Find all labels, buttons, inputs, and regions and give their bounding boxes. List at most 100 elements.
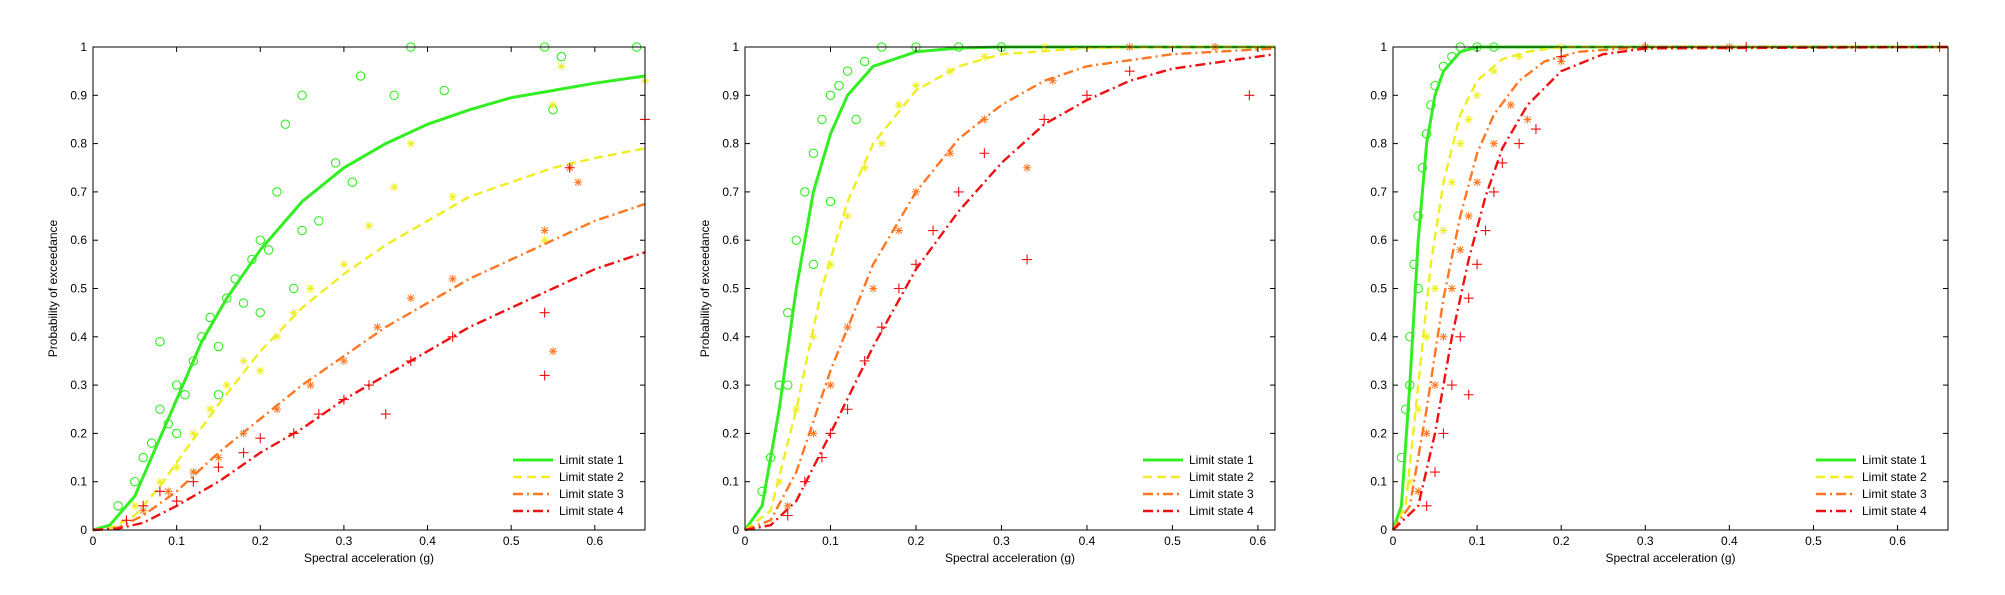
data-point	[171, 496, 182, 507]
chart-panel-1: 0 0.1 0.2 0.3 0.4 0.5 0.6 0 0.1 0.2 0.3 0.4 0.5 0.6 0.…	[46, 40, 650, 565]
legend-label-3: Limit state 3	[1189, 487, 1254, 501]
y-tick-label: 0.8	[70, 137, 87, 151]
x-tick-label: 0	[90, 534, 97, 548]
legend-label-4: Limit state 4	[1189, 504, 1254, 518]
chart-panel-2: 0 0.1 0.2 0.3 0.4 0.5 0.6 0 0.1 0.2 0.3 0.4 0.5 0.6 0.…	[698, 40, 1276, 565]
y-tick-label: 0.8	[1370, 137, 1387, 151]
data-point	[540, 226, 549, 235]
y-tick-label: 0.3	[1370, 378, 1387, 392]
y-tick-label: 1	[1380, 40, 1387, 54]
data-point	[783, 501, 792, 510]
series-2-curve	[1391, 45, 1948, 531]
data-point	[373, 323, 382, 332]
data-point	[138, 452, 148, 463]
y-tick-label: 0	[732, 523, 739, 537]
data-point	[539, 307, 550, 318]
x-axis-label: Spectral acceleration (g)	[1605, 551, 1735, 565]
data-point	[1514, 138, 1525, 149]
data-point	[809, 332, 818, 341]
y-tick-label: 1	[80, 40, 87, 54]
data-point	[791, 235, 802, 245]
data-point	[239, 356, 248, 365]
data-point	[1048, 76, 1057, 85]
y-tick-label: 0.6	[1370, 233, 1387, 247]
data-point	[154, 486, 165, 497]
series-1-curve	[92, 74, 646, 532]
data-point	[1497, 157, 1508, 168]
data-point	[1473, 91, 1482, 100]
data-point	[946, 149, 955, 158]
data-point	[1447, 178, 1456, 187]
data-point	[869, 284, 878, 293]
data-point	[1464, 115, 1473, 124]
x-tick-label: 0.6	[1889, 534, 1906, 548]
data-point	[306, 284, 315, 293]
series-2-curve	[92, 147, 646, 532]
data-point	[1455, 331, 1466, 342]
data-point	[557, 62, 566, 71]
x-tick-label: 0.1	[1469, 534, 1486, 548]
data-point	[1456, 139, 1465, 148]
data-point	[574, 178, 583, 187]
x-tick-label: 0.6	[1250, 534, 1267, 548]
y-tick-label: 0.9	[1370, 88, 1387, 102]
x-tick-label: 0	[1390, 534, 1397, 548]
data-point	[255, 433, 266, 444]
data-point	[355, 71, 366, 81]
data-point	[238, 447, 249, 458]
data-point	[1463, 293, 1474, 304]
legend: Limit state 1 Limit state 2 Limit state 3 L…	[1810, 448, 1940, 522]
y-tick-label: 0.6	[70, 233, 87, 247]
y-tick-label: 0.4	[722, 330, 739, 344]
legend-label-2: Limit state 2	[559, 470, 624, 484]
x-tick-label: 0	[742, 534, 749, 548]
data-point	[146, 438, 157, 448]
y-tick-label: 0.7	[1370, 185, 1387, 199]
data-point	[859, 56, 870, 67]
data-point	[1556, 51, 1567, 62]
data-point	[330, 158, 341, 168]
data-point	[1439, 226, 1448, 235]
series-3-curve	[92, 202, 646, 532]
legend-label-2: Limit state 2	[1862, 470, 1927, 484]
data-point	[222, 381, 231, 390]
data-point	[1447, 284, 1456, 293]
data-point	[1414, 405, 1423, 414]
data-point	[289, 308, 298, 317]
data-point	[273, 332, 281, 341]
data-point	[130, 476, 140, 487]
data-point	[825, 196, 836, 207]
data-point	[297, 90, 307, 101]
data-point	[339, 356, 348, 365]
data-point	[825, 428, 836, 439]
data-point	[556, 51, 567, 62]
y-tick-label: 0.1	[722, 475, 739, 489]
data-point	[549, 100, 557, 109]
y-tick-label: 0.5	[1370, 282, 1387, 296]
data-point	[1124, 66, 1135, 77]
x-tick-label: 0.4	[1079, 534, 1096, 548]
data-point	[1417, 163, 1428, 173]
data-point	[1488, 186, 1499, 197]
data-point	[365, 221, 373, 230]
data-point	[113, 501, 123, 511]
series-2	[92, 62, 649, 532]
data-point	[564, 162, 575, 173]
data-point	[189, 429, 198, 438]
data-point	[255, 235, 266, 245]
x-tick-label: 0.3	[993, 534, 1010, 548]
data-point	[1430, 467, 1441, 478]
data-point	[1022, 254, 1033, 265]
y-tick-label: 0.9	[70, 88, 87, 102]
data-point	[826, 381, 835, 390]
data-point	[893, 283, 904, 294]
x-tick-label: 0.2	[1553, 534, 1570, 548]
data-point	[549, 347, 557, 356]
x-tick-label: 0.4	[419, 534, 436, 548]
y-axis-label: Probability of exceedance	[46, 219, 60, 357]
legend-label-4: Limit state 4	[1862, 504, 1927, 518]
data-point	[347, 177, 358, 187]
data-point	[1244, 90, 1255, 101]
y-tick-label: 0.9	[722, 88, 739, 102]
